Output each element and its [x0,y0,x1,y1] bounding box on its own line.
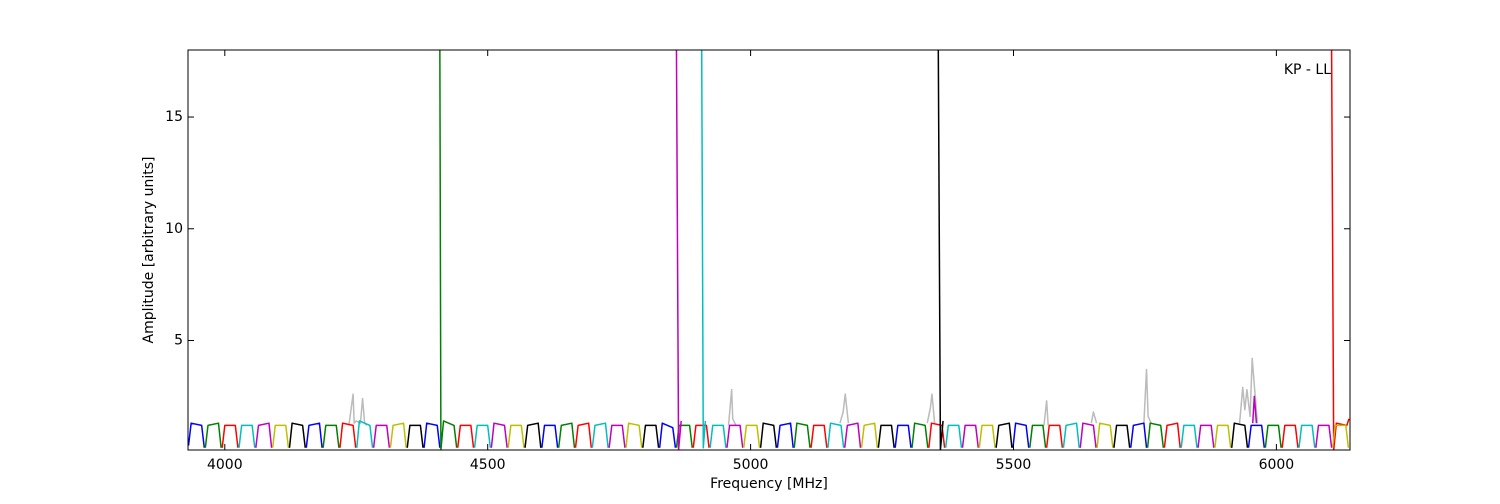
x-tick-label: 5000 [733,457,769,473]
series-line [188,422,1266,448]
plot-area [188,50,1350,450]
annotation: KP - LL [1284,62,1331,78]
series-line [288,50,1249,450]
series-line [271,422,1350,448]
x-tick-label: 4000 [207,457,243,473]
y-axis-label: Amplitude [arbitrary units] [141,157,157,344]
x-axis-label: Frequency [MHz] [710,476,828,492]
x-tick-label: 6000 [1259,457,1295,473]
y-tick-label: 10 [165,221,183,237]
series-line [348,357,1259,426]
axes-frame [187,49,1351,451]
x-tick-label: 4500 [470,457,506,473]
series-line [255,50,1333,450]
series-line [204,50,1282,450]
y-tick-label: 15 [165,109,183,125]
series-line [238,50,1316,449]
y-tick-label: 5 [174,333,183,349]
series-line [221,50,1350,450]
x-tick-label: 5500 [996,457,1032,473]
